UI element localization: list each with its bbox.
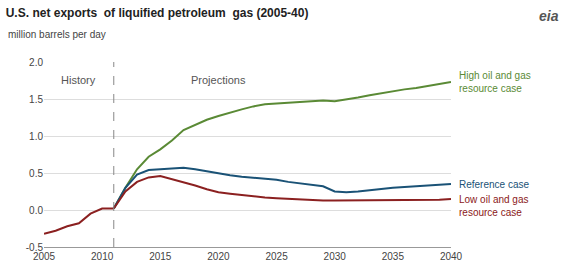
svg-text:1.5: 1.5 (29, 94, 43, 105)
svg-text:eia: eia (539, 8, 559, 24)
svg-text:2015: 2015 (149, 251, 172, 262)
svg-text:2010: 2010 (91, 251, 114, 262)
svg-text:Projections: Projections (191, 74, 246, 86)
svg-text:2025: 2025 (265, 251, 288, 262)
svg-text:-0.5: -0.5 (26, 242, 44, 253)
svg-text:1.0: 1.0 (29, 131, 43, 142)
svg-text:2040: 2040 (440, 251, 463, 262)
svg-text:Reference case: Reference case (459, 179, 529, 190)
svg-text:2035: 2035 (382, 251, 405, 262)
svg-text:History: History (61, 74, 96, 86)
svg-text:High oil and gasresource case: High oil and gasresource case (459, 70, 531, 94)
svg-text:Low oil and gasresource case: Low oil and gasresource case (459, 194, 529, 218)
svg-text:0.0: 0.0 (29, 205, 43, 216)
svg-text:2020: 2020 (207, 251, 230, 262)
svg-text:U.S. net exports of liquified: U.S. net exports of liquified petroleum … (6, 6, 309, 20)
svg-text:2005: 2005 (33, 251, 56, 262)
svg-text:2.0: 2.0 (29, 57, 43, 68)
svg-text:0.5: 0.5 (29, 168, 43, 179)
svg-text:million barrels per day: million barrels per day (8, 29, 106, 40)
svg-text:2030: 2030 (324, 251, 347, 262)
